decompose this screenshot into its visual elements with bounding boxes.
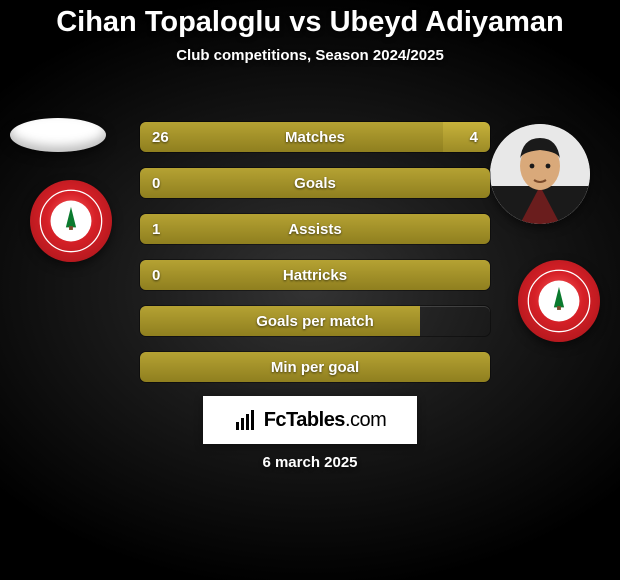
stat-value-right: 4: [470, 122, 478, 152]
footer-date: 6 march 2025: [0, 454, 620, 471]
stat-value-left: 0: [152, 168, 160, 198]
comparison-card: Cihan Topaloglu vs Ubeyd Adiyaman Club c…: [0, 0, 620, 580]
club-badge-right: [518, 260, 600, 342]
stat-value-left: 0: [152, 260, 160, 290]
footer-logo[interactable]: FcTables.com: [203, 396, 417, 444]
stat-label: Goals per match: [140, 306, 490, 336]
stat-value-left: 1: [152, 214, 160, 244]
chart-icon: [234, 408, 258, 432]
club-crest-icon: [527, 269, 591, 333]
club-badge-left: [30, 180, 112, 262]
page-subtitle: Club competitions, Season 2024/2025: [0, 47, 620, 64]
stat-row: Matches26 4: [140, 122, 490, 152]
stat-label: Min per goal: [140, 352, 490, 382]
stat-row: Goals0: [140, 168, 490, 198]
stat-row: Assists1: [140, 214, 490, 244]
player-left-avatar: [10, 118, 106, 152]
stat-label: Hattricks: [140, 260, 490, 290]
face-icon: [490, 124, 590, 224]
stat-value-left: 26: [152, 122, 169, 152]
stat-label: Matches: [140, 122, 490, 152]
stat-row: Hattricks0: [140, 260, 490, 290]
club-crest-icon: [39, 189, 103, 253]
footer-suffix: .com: [345, 409, 386, 432]
player-right-avatar: [490, 124, 590, 224]
stat-row: Min per goal: [140, 352, 490, 382]
footer-brand: FcTables: [264, 409, 345, 432]
stat-label: Assists: [140, 214, 490, 244]
page-title: Cihan Topaloglu vs Ubeyd Adiyaman: [0, 6, 620, 39]
stats-panel: Matches264Goals0Assists1Hattricks0Goals …: [140, 122, 490, 398]
stat-row: Goals per match: [140, 306, 490, 336]
stat-label: Goals: [140, 168, 490, 198]
